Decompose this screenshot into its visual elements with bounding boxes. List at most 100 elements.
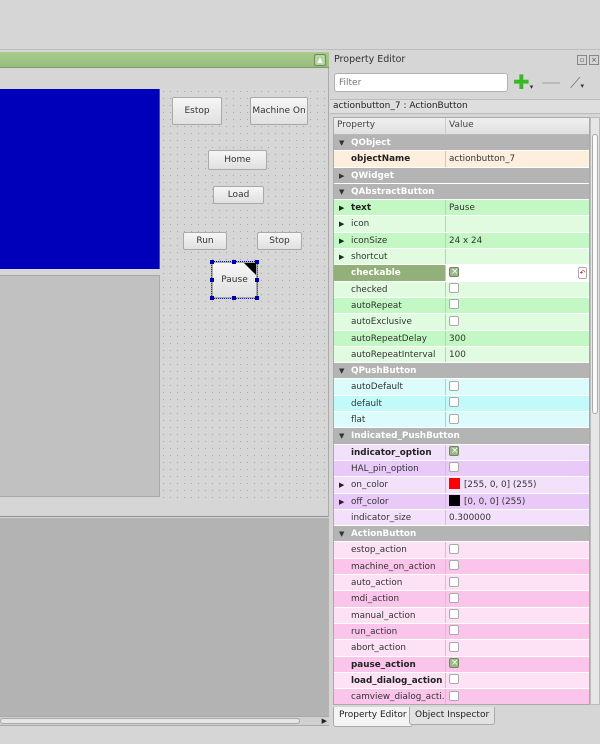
blue-widget[interactable]: [0, 89, 160, 269]
gray-frame-widget[interactable]: [0, 275, 160, 497]
run-button[interactable]: Run: [183, 232, 227, 250]
property-value[interactable]: [446, 379, 589, 394]
property-row[interactable]: mdi_action: [334, 591, 589, 608]
property-row[interactable]: indicator_size 0.300000: [334, 509, 589, 527]
checkbox[interactable]: [449, 690, 459, 701]
home-button[interactable]: Home: [208, 150, 267, 170]
machine-on-button[interactable]: Machine On: [250, 97, 308, 125]
stop-button[interactable]: Stop: [257, 232, 302, 250]
property-value[interactable]: ↶: [446, 264, 589, 281]
float-icon[interactable]: ▫: [577, 55, 587, 65]
property-row[interactable]: checked: [334, 281, 589, 298]
property-value[interactable]: [446, 443, 589, 460]
checkbox[interactable]: [449, 560, 459, 571]
column-header-value[interactable]: Value: [449, 120, 474, 130]
property-value[interactable]: 0.300000: [446, 510, 589, 525]
expand-arrow-icon[interactable]: ▶: [339, 236, 345, 245]
checkbox[interactable]: [449, 443, 459, 459]
property-value[interactable]: [446, 608, 589, 623]
tab-object-inspector[interactable]: Object Inspector: [409, 707, 496, 725]
property-group-header[interactable]: ▼ ActionButton: [334, 526, 589, 543]
color-swatch[interactable]: [449, 494, 460, 506]
property-value[interactable]: [446, 624, 589, 639]
property-row[interactable]: HAL_pin_option: [334, 460, 589, 478]
property-row[interactable]: autoRepeatInterval 100: [334, 346, 589, 364]
property-row[interactable]: indicator_option: [334, 443, 589, 461]
property-value[interactable]: [0, 0, 0] (255): [446, 494, 589, 509]
property-value[interactable]: [446, 396, 589, 411]
estop-button[interactable]: Estop: [172, 97, 222, 125]
property-value[interactable]: Pause: [446, 200, 589, 215]
property-row[interactable]: estop_action: [334, 542, 589, 559]
scrollbar-thumb[interactable]: [0, 718, 300, 724]
expand-arrow-icon[interactable]: ▶: [339, 497, 345, 506]
scrollbar-thumb[interactable]: [592, 134, 598, 414]
property-row[interactable]: autoRepeatDelay 300: [334, 330, 589, 347]
tab-property-editor[interactable]: Property Editor: [333, 707, 413, 727]
color-swatch[interactable]: [449, 478, 460, 490]
checkbox[interactable]: [449, 462, 459, 473]
property-value[interactable]: [446, 673, 589, 688]
column-header-property[interactable]: Property: [334, 118, 446, 134]
checkbox[interactable]: [449, 299, 459, 310]
property-value[interactable]: [446, 298, 589, 313]
collapse-arrow-icon[interactable]: ▼: [339, 432, 345, 441]
checkbox[interactable]: [449, 413, 459, 424]
property-group-header[interactable]: ▼ QAbstractButton: [334, 183, 589, 201]
property-value[interactable]: actionbutton_7: [446, 151, 589, 166]
property-value[interactable]: 300: [446, 331, 589, 346]
form-canvas[interactable]: Estop Machine On Home Load Run Stop Paus…: [0, 68, 329, 517]
property-row[interactable]: auto_action: [334, 575, 589, 592]
wrench-icon[interactable]: ⟋▾: [570, 74, 585, 92]
arrow-up-icon[interactable]: ▲: [314, 54, 326, 66]
horizontal-scrollbar[interactable]: ▶: [0, 716, 329, 726]
property-value[interactable]: [446, 542, 589, 557]
property-row[interactable]: objectName actionbutton_7: [334, 151, 589, 168]
property-value[interactable]: [446, 314, 589, 329]
property-row[interactable]: checkable ↶: [334, 264, 589, 282]
property-row[interactable]: pause_action: [334, 655, 589, 673]
property-row[interactable]: ▶ shortcut: [334, 249, 589, 266]
property-row[interactable]: ▶ iconSize 24 x 24: [334, 232, 589, 250]
property-group-header[interactable]: ▶ QWidget: [334, 167, 589, 184]
close-icon[interactable]: ×: [589, 55, 599, 65]
property-value[interactable]: [446, 689, 589, 704]
property-row[interactable]: camview_dialog_acti...: [334, 689, 589, 704]
collapse-arrow-icon[interactable]: ▼: [339, 139, 345, 147]
property-row[interactable]: run_action: [334, 623, 589, 641]
checkbox[interactable]: [449, 641, 459, 652]
property-value[interactable]: [446, 249, 589, 264]
property-row[interactable]: load_dialog_action: [334, 672, 589, 690]
expand-arrow-icon[interactable]: ▶: [339, 481, 345, 490]
property-row[interactable]: autoRepeat: [334, 297, 589, 315]
property-group-header[interactable]: ▼ QObject: [334, 135, 589, 152]
checkbox[interactable]: [449, 397, 459, 408]
checkbox[interactable]: [449, 625, 459, 636]
property-value[interactable]: [446, 655, 589, 672]
remove-property-icon[interactable]: [542, 82, 560, 84]
property-value[interactable]: [446, 640, 589, 655]
property-row[interactable]: ▶ on_color [255, 0, 0] (255): [334, 477, 589, 494]
property-group-header[interactable]: ▼ Indicated_PushButton: [334, 428, 589, 445]
add-property-icon[interactable]: ✚▾: [513, 70, 534, 94]
pause-button-selected[interactable]: Pause: [211, 261, 258, 299]
property-row[interactable]: ▶ off_color [0, 0, 0] (255): [334, 493, 589, 510]
checkbox[interactable]: [449, 264, 459, 280]
checkbox[interactable]: [449, 283, 459, 294]
collapse-arrow-icon[interactable]: ▼: [339, 187, 345, 196]
checkbox[interactable]: [449, 592, 459, 603]
property-value[interactable]: [446, 591, 589, 606]
reset-icon[interactable]: ↶: [578, 267, 587, 280]
property-row[interactable]: abort_action: [334, 640, 589, 657]
arrow-right-icon[interactable]: ▶: [321, 717, 327, 725]
property-value[interactable]: [255, 0, 0] (255): [446, 477, 589, 492]
checkbox[interactable]: [449, 315, 459, 326]
property-row[interactable]: default: [334, 395, 589, 413]
property-row[interactable]: flat: [334, 412, 589, 429]
property-row[interactable]: autoDefault: [334, 379, 589, 396]
checkbox[interactable]: [449, 674, 459, 685]
property-value[interactable]: [446, 216, 589, 231]
collapse-arrow-icon[interactable]: ▼: [339, 530, 345, 539]
property-row[interactable]: autoExclusive: [334, 314, 589, 331]
checkbox[interactable]: [449, 609, 459, 620]
